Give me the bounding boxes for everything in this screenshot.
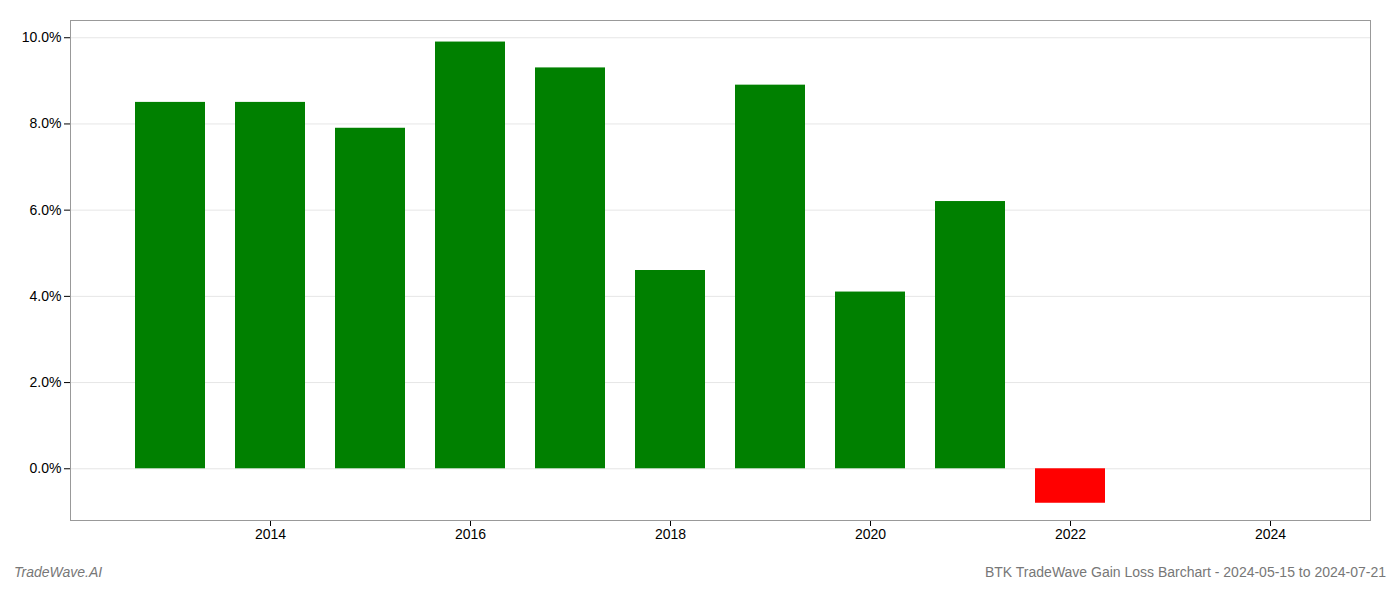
svg-text:2016: 2016 (455, 526, 486, 542)
svg-text:2018: 2018 (655, 526, 686, 542)
svg-text:6.0%: 6.0% (30, 202, 62, 218)
svg-text:2024: 2024 (1255, 526, 1286, 542)
svg-text:10.0%: 10.0% (22, 29, 62, 45)
html-text:BTK TradeWave Gain Loss Barcha: BTK TradeWave Gain Loss Barchart - 2024-… (985, 564, 1386, 580)
html-text:TradeWave.AI: TradeWave.AI (14, 564, 103, 580)
svg-text:2.0%: 2.0% (30, 374, 62, 390)
svg-text:8.0%: 8.0% (30, 115, 62, 131)
svg-text:2022: 2022 (1055, 526, 1086, 542)
svg-text:4.0%: 4.0% (30, 288, 62, 304)
svg-text:2014: 2014 (255, 526, 286, 542)
svg-text:2020: 2020 (855, 526, 886, 542)
svg-text:0.0%: 0.0% (30, 460, 62, 476)
